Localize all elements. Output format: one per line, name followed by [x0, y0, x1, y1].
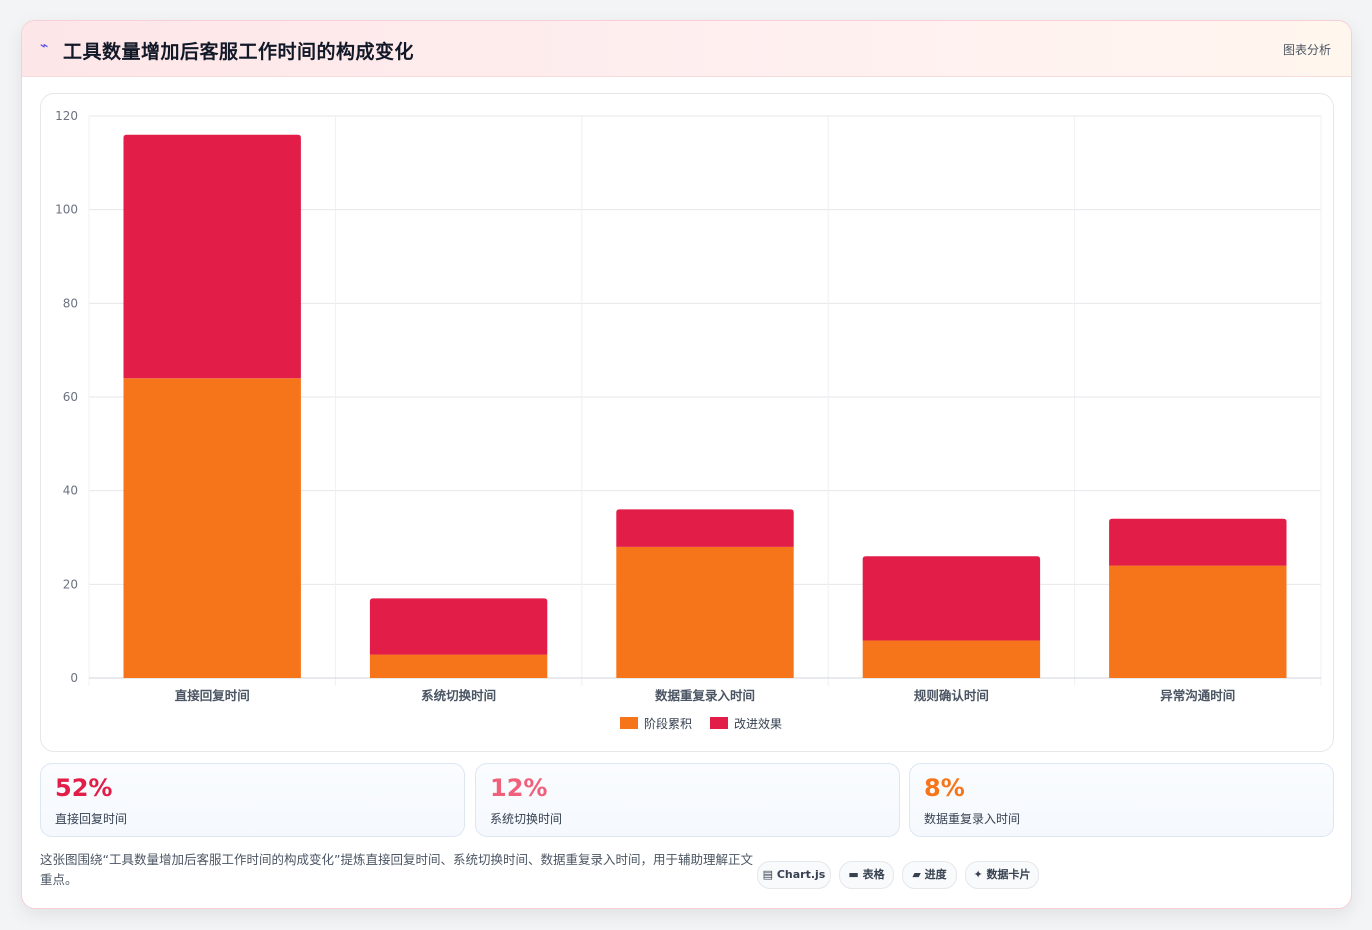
legend-swatch [710, 717, 728, 729]
stat-value: 8% [924, 774, 965, 802]
bar-segment [1109, 565, 1287, 678]
chart-panel: 0 20 40 60 80 100 120 直接回复时间 系统切换时间 数据重复录入时间 规则确认时… [40, 93, 1334, 752]
x-tick-label: 异常沟通时间 [1160, 688, 1235, 703]
y-tick-label: 80 [63, 296, 78, 310]
legend-swatch [620, 717, 638, 729]
bar-segment [862, 640, 1041, 678]
stat-card-data-reentry: 8% 数据重复录入时间 [909, 763, 1334, 837]
legend-label: 阶段累积 [644, 716, 692, 731]
pill-progress[interactable]: ▰ 进度 [902, 861, 957, 889]
stat-label: 系统切换时间 [490, 812, 563, 826]
y-tick-label: 40 [63, 484, 78, 498]
y-tick-label: 60 [63, 390, 78, 404]
x-tick-label: 系统切换时间 [421, 688, 496, 703]
stat-label: 数据重复录入时间 [924, 812, 1021, 826]
bar-segment [616, 509, 794, 547]
y-tick-label: 120 [55, 109, 78, 123]
chart-description: 这张图围绕“工具数量增加后客服工作时间的构成变化”提炼直接回复时间、系统切换时间… [40, 852, 753, 887]
bar-segment [1109, 518, 1287, 566]
chart-analysis-link[interactable]: 图表分析 [1282, 43, 1331, 57]
stacked-bar-chart: 0 20 40 60 80 100 120 直接回复时间 系统切换时间 数据重复录入时间 规则确认时… [55, 109, 1322, 731]
x-tick-label: 直接回复时间 [175, 688, 250, 703]
chart-icon: ⌁ [40, 38, 49, 54]
card-header: ⌁ 工具数量增加后客服工作时间的构成变化 图表分析 [22, 21, 1351, 77]
stat-card-system-switch: 12% 系统切换时间 [475, 763, 900, 837]
x-tick-label: 规则确认时间 [914, 688, 989, 703]
stat-label: 直接回复时间 [55, 812, 128, 826]
bar-segment [123, 378, 301, 678]
bar-segment [369, 598, 548, 655]
legend-label: 改进效果 [734, 716, 782, 731]
y-tick-label: 0 [70, 671, 78, 685]
stat-card-direct-reply: 52% 直接回复时间 [40, 763, 465, 837]
chart-card: ⌁ 工具数量增加后客服工作时间的构成变化 图表分析 0 20 40 60 80 100 12… [21, 20, 1352, 909]
bar-segment [123, 134, 301, 379]
pill-table[interactable]: ▬ 表格 [839, 861, 894, 889]
pill-chartjs[interactable]: ▤ Chart.js [757, 861, 831, 889]
stat-value: 52% [55, 774, 113, 802]
stat-value: 12% [490, 774, 548, 802]
bar-segment [616, 546, 794, 678]
y-tick-label: 100 [55, 203, 78, 217]
bar-segment [862, 556, 1041, 641]
y-tick-label: 20 [63, 577, 78, 591]
bar-segment [369, 654, 548, 678]
pill-data-card[interactable]: ✦ 数据卡片 [965, 861, 1039, 889]
x-tick-label: 数据重复录入时间 [654, 688, 755, 703]
page-title: 工具数量增加后客服工作时间的构成变化 [63, 41, 415, 63]
